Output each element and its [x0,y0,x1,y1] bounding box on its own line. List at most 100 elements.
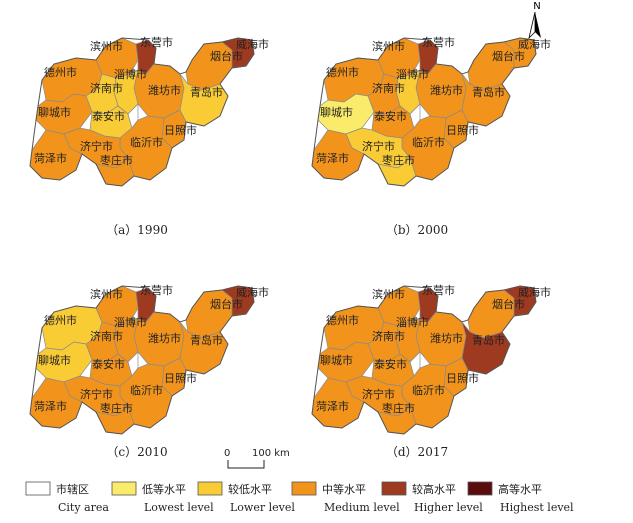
legend-swatch-city [25,481,51,496]
city-label-rizhao: 日照市 [164,371,197,385]
city-label-dongying: 东营市 [140,283,173,297]
city-label-liaocheng: 聊城市 [320,353,353,367]
city-label-rizhao: 日照市 [164,123,197,137]
province-outline [311,285,537,435]
city-label-jining: 济宁市 [362,139,395,153]
legend-label-en: Medium level [324,501,400,514]
city-label-rizhao: 日照市 [446,371,479,385]
legend-item-highest: 高等水平 Highest level [467,481,574,514]
legend-label-en: Highest level [500,501,574,514]
city-label-zaozhuang: 枣庄市 [100,153,133,167]
city-label-linyi: 临沂市 [412,135,445,149]
city-label-jining: 济宁市 [80,387,113,401]
city-label-zaozhuang: 枣庄市 [100,401,133,415]
panel-caption: （d）2017 [386,445,448,459]
legend-label-en: Lower level [230,501,295,514]
city-label-heze: 菏泽市 [34,151,67,165]
legend-swatch-higher [381,481,407,496]
city-label-weifang: 潍坊市 [430,331,463,345]
city-label-dezhou: 德州市 [326,65,359,79]
legend-label-cn: 较高水平 [412,482,456,496]
city-label-zibo: 淄博市 [396,315,429,329]
city-label-dezhou: 德州市 [44,313,77,327]
city-label-zibo: 淄博市 [396,67,429,81]
city-label-liaocheng: 聊城市 [38,353,71,367]
city-label-weifang: 潍坊市 [430,83,463,97]
city-label-dezhou: 德州市 [326,313,359,327]
city-label-heze: 菏泽市 [316,151,349,165]
city-label-qingdao: 青岛市 [472,85,505,99]
legend-item-lowest: 低等水平 Lowest level [111,481,214,514]
legend-label-cn: 中等水平 [322,482,366,496]
city-label-linyi: 临沂市 [412,383,445,397]
city-label-taian: 泰安市 [92,109,125,123]
city-label-binzhou: 滨州市 [372,39,405,53]
city-label-linyi: 临沂市 [130,383,163,397]
legend-swatch-highest [467,481,493,496]
city-label-weihai: 威海市 [518,37,551,51]
city-label-liaocheng: 聊城市 [320,105,353,119]
legend-swatch-medium [291,481,317,496]
city-label-dongying: 东营市 [422,283,455,297]
city-label-yantai: 烟台市 [210,297,243,311]
city-label-yantai: 烟台市 [492,49,525,63]
legend-label-en: Lowest level [144,501,214,514]
city-label-jinan: 济南市 [372,81,405,95]
city-label-weifang: 潍坊市 [148,331,181,345]
legend-item-city: 市辖区 City area [25,481,109,514]
city-label-zaozhuang: 枣庄市 [382,401,415,415]
city-label-linyi: 临沂市 [130,135,163,149]
legend-swatch-lower [197,481,223,496]
city-label-qingdao: 青岛市 [190,85,223,99]
city-label-liaocheng: 聊城市 [38,105,71,119]
panel-caption: （a）1990 [106,223,168,237]
legend-label-cn: 高等水平 [498,482,542,496]
city-label-dezhou: 德州市 [44,65,77,79]
city-label-taian: 泰安市 [374,357,407,371]
city-label-taian: 泰安市 [92,357,125,371]
legend-item-higher: 较高水平 Higher level [381,481,483,514]
panel-caption: （b）2000 [386,223,448,237]
city-label-jinan: 济南市 [372,329,405,343]
city-label-jining: 济宁市 [80,139,113,153]
city-label-dongying: 东营市 [140,35,173,49]
province-outline [29,37,255,187]
city-label-jinan: 济南市 [90,81,123,95]
north-arrow-icon [528,11,541,40]
city-label-weihai: 威海市 [518,285,551,299]
city-label-binzhou: 滨州市 [90,39,123,53]
legend-label-cn: 低等水平 [142,482,186,496]
city-label-yantai: 烟台市 [492,297,525,311]
city-label-binzhou: 滨州市 [372,287,405,301]
city-label-qingdao: 青岛市 [472,333,505,347]
province-outline [29,285,255,435]
city-label-zaozhuang: 枣庄市 [382,153,415,167]
legend-item-medium: 中等水平 Medium level [291,481,400,514]
scale-end: 100 km [252,448,290,459]
scale-bar: 0 100 km [224,448,290,469]
city-label-weihai: 威海市 [236,37,269,51]
city-label-heze: 菏泽市 [316,399,349,413]
city-label-binzhou: 滨州市 [90,287,123,301]
legend-label-cn: 市辖区 [56,482,89,496]
legend-label-cn: 较低水平 [228,482,272,496]
city-label-zibo: 淄博市 [114,67,147,81]
city-label-weihai: 威海市 [236,285,269,299]
city-label-yantai: 烟台市 [210,49,243,63]
legend: 市辖区 City area 低等水平 Lowest level 较低水平 Lower le… [25,481,574,514]
north-label: N [533,1,540,12]
city-label-heze: 菏泽市 [34,399,67,413]
city-label-jinan: 济南市 [90,329,123,343]
panel-caption: （c）2010 [106,445,167,459]
legend-label-en: City area [58,501,109,514]
city-label-dongying: 东营市 [422,35,455,49]
scale-zero: 0 [224,448,230,459]
province-outline [311,37,537,187]
legend-item-lower: 较低水平 Lower level [197,481,295,514]
city-label-qingdao: 青岛市 [190,333,223,347]
